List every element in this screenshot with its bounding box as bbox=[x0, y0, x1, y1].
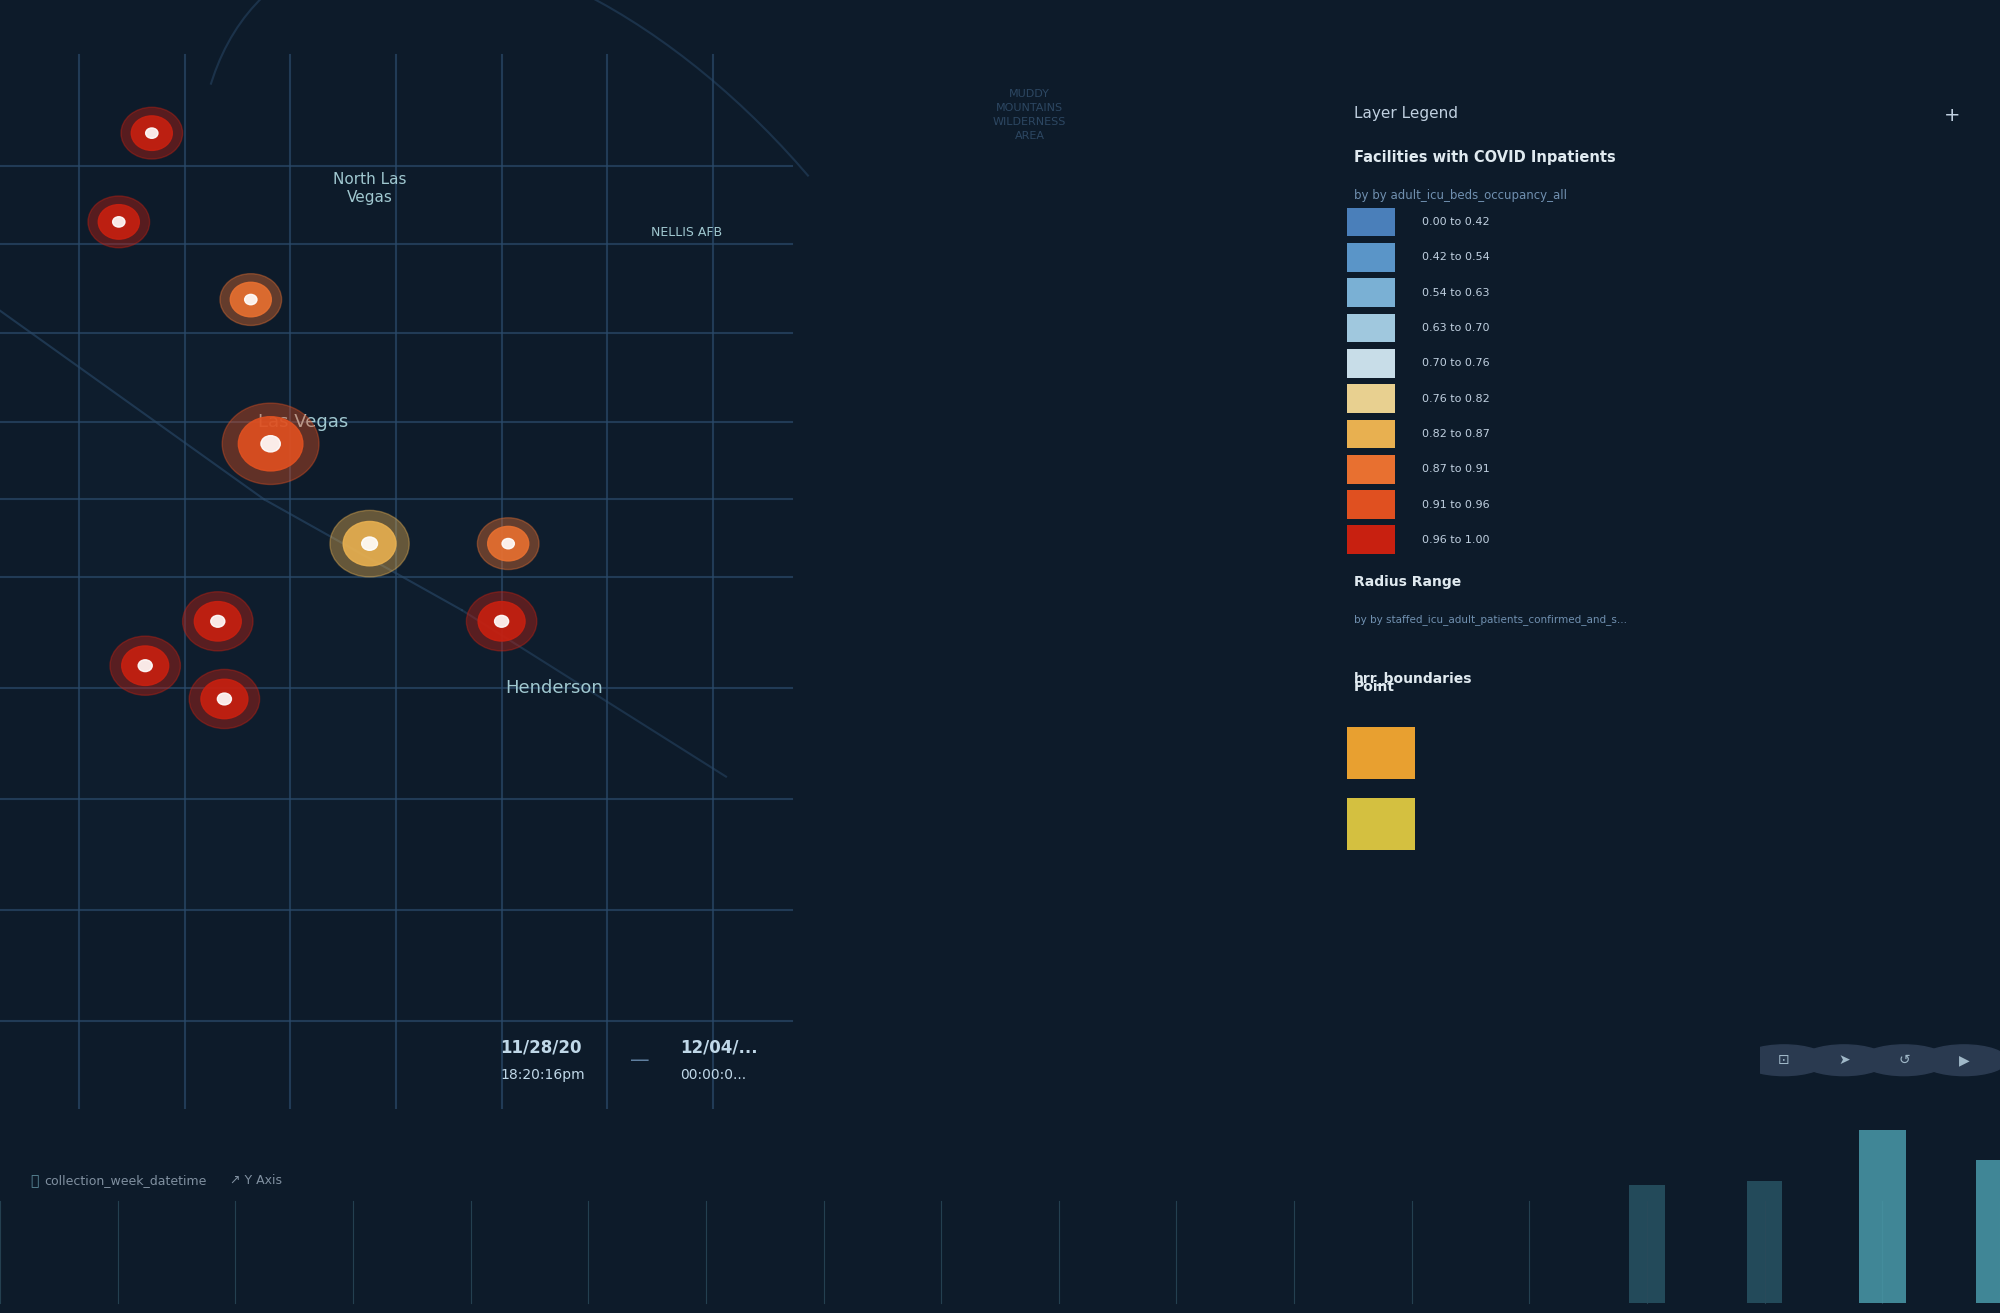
Bar bbox=[1630, 1184, 1664, 1302]
Text: by by staffed_icu_adult_patients_confirmed_and_s...: by by staffed_icu_adult_patients_confirm… bbox=[1354, 613, 1628, 625]
Bar bbox=[80, 332, 184, 499]
Text: 0.87 to 0.91: 0.87 to 0.91 bbox=[1422, 465, 1490, 474]
Bar bbox=[1348, 525, 1394, 554]
Text: 0.54 to 0.63: 0.54 to 0.63 bbox=[1422, 288, 1490, 298]
Circle shape bbox=[190, 670, 260, 729]
Bar bbox=[1348, 718, 1416, 763]
Text: 18:20:16pm: 18:20:16pm bbox=[500, 1067, 584, 1082]
Bar bbox=[1348, 726, 1416, 779]
Circle shape bbox=[110, 635, 180, 696]
Text: 0.42 to 0.54: 0.42 to 0.54 bbox=[1422, 252, 1490, 263]
Bar bbox=[1976, 1161, 2000, 1302]
Circle shape bbox=[122, 646, 168, 685]
Circle shape bbox=[194, 601, 242, 641]
Text: Henderson: Henderson bbox=[506, 679, 604, 697]
Bar bbox=[1348, 797, 1416, 850]
Text: ↗ Y Axis: ↗ Y Axis bbox=[230, 1174, 282, 1187]
Text: 11/28/20: 11/28/20 bbox=[500, 1039, 582, 1057]
Text: Layer Legend: Layer Legend bbox=[1354, 106, 1458, 121]
Circle shape bbox=[222, 403, 318, 484]
Circle shape bbox=[112, 217, 124, 227]
Circle shape bbox=[478, 601, 526, 641]
Circle shape bbox=[1920, 1045, 2000, 1075]
Bar bbox=[184, 499, 290, 688]
Bar bbox=[1748, 1180, 1782, 1302]
Bar bbox=[184, 332, 290, 499]
Text: ⊡: ⊡ bbox=[1778, 1053, 1790, 1067]
Circle shape bbox=[260, 436, 280, 452]
Text: ▶: ▶ bbox=[1958, 1053, 1970, 1067]
Text: North Las
Vegas: North Las Vegas bbox=[332, 172, 406, 205]
Circle shape bbox=[146, 127, 158, 138]
Bar bbox=[80, 499, 184, 688]
Bar bbox=[1348, 490, 1394, 519]
Bar bbox=[1348, 454, 1394, 483]
Text: 0.63 to 0.70: 0.63 to 0.70 bbox=[1422, 323, 1490, 334]
Bar bbox=[1348, 278, 1394, 307]
Text: 0.91 to 0.96: 0.91 to 0.96 bbox=[1422, 499, 1490, 509]
Circle shape bbox=[230, 282, 272, 316]
Bar bbox=[1348, 349, 1394, 378]
Text: +: + bbox=[1944, 106, 1960, 125]
Text: 0.76 to 0.82: 0.76 to 0.82 bbox=[1422, 394, 1490, 403]
Circle shape bbox=[362, 537, 378, 550]
Circle shape bbox=[330, 511, 410, 576]
Circle shape bbox=[98, 205, 140, 239]
Circle shape bbox=[488, 527, 528, 561]
Bar bbox=[290, 688, 396, 910]
Bar bbox=[1348, 243, 1394, 272]
Circle shape bbox=[1740, 1045, 1828, 1075]
Circle shape bbox=[502, 538, 514, 549]
Text: 0.82 to 0.87: 0.82 to 0.87 bbox=[1422, 429, 1490, 439]
Circle shape bbox=[218, 693, 232, 705]
Text: 00:00:0...: 00:00:0... bbox=[680, 1067, 746, 1082]
Bar bbox=[1348, 385, 1394, 414]
Bar bbox=[502, 499, 608, 688]
Circle shape bbox=[244, 294, 256, 305]
Bar bbox=[290, 499, 396, 688]
Bar bbox=[1348, 420, 1394, 448]
Bar bbox=[184, 688, 290, 910]
Text: 0.96 to 1.00: 0.96 to 1.00 bbox=[1422, 534, 1490, 545]
Circle shape bbox=[238, 416, 302, 471]
Text: 0.00 to 0.42: 0.00 to 0.42 bbox=[1422, 217, 1490, 227]
Text: NELLIS AFB: NELLIS AFB bbox=[650, 226, 722, 239]
Circle shape bbox=[88, 196, 150, 248]
Text: Radius Range: Radius Range bbox=[1354, 575, 1462, 590]
Bar bbox=[1348, 314, 1394, 343]
Text: 12/04/...: 12/04/... bbox=[680, 1039, 758, 1057]
Bar bbox=[1858, 1129, 1906, 1302]
Bar bbox=[396, 499, 502, 688]
Circle shape bbox=[466, 592, 536, 651]
Text: 0.70 to 0.76: 0.70 to 0.76 bbox=[1422, 358, 1490, 369]
Circle shape bbox=[344, 521, 396, 566]
Circle shape bbox=[210, 616, 224, 628]
Text: ⏱: ⏱ bbox=[30, 1174, 38, 1188]
Text: collection_week_datetime: collection_week_datetime bbox=[44, 1174, 206, 1187]
Circle shape bbox=[494, 616, 508, 628]
Text: by by adult_icu_beds_occupancy_all: by by adult_icu_beds_occupancy_all bbox=[1354, 189, 1568, 202]
Circle shape bbox=[120, 108, 182, 159]
Circle shape bbox=[1860, 1045, 1948, 1075]
Text: —: — bbox=[630, 1050, 650, 1070]
Text: Las Vegas: Las Vegas bbox=[258, 412, 348, 431]
Text: Facilities with COVID Inpatients: Facilities with COVID Inpatients bbox=[1354, 151, 1616, 165]
Circle shape bbox=[200, 679, 248, 718]
Circle shape bbox=[182, 592, 252, 651]
Circle shape bbox=[1800, 1045, 1888, 1075]
Text: hrr_boundaries: hrr_boundaries bbox=[1354, 672, 1472, 687]
Circle shape bbox=[220, 273, 282, 326]
Circle shape bbox=[132, 116, 172, 151]
Text: MUDDY
MOUNTAINS
WILDERNESS
AREA: MUDDY MOUNTAINS WILDERNESS AREA bbox=[992, 89, 1066, 140]
Bar bbox=[1348, 207, 1394, 236]
Text: ↺: ↺ bbox=[1898, 1053, 1910, 1067]
Circle shape bbox=[138, 659, 152, 672]
Text: Point: Point bbox=[1354, 680, 1396, 693]
Circle shape bbox=[478, 517, 540, 570]
Text: ➤: ➤ bbox=[1838, 1053, 1850, 1067]
Bar bbox=[80, 688, 184, 910]
